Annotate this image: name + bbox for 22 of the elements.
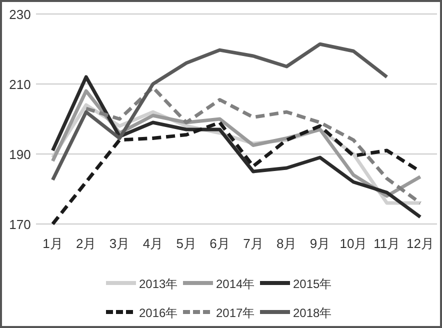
x-tick-label: 10月 <box>340 236 368 251</box>
legend-label: 2014年 <box>216 277 255 291</box>
x-tick-label: 6月 <box>210 236 230 251</box>
legend-label: 2017年 <box>216 306 255 320</box>
x-tick-label: 12月 <box>406 236 434 251</box>
legend-label: 2013年 <box>139 277 178 291</box>
x-tick-label: 11月 <box>374 236 400 251</box>
legend-label: 2016年 <box>139 306 178 320</box>
x-tick-label: 4月 <box>142 236 164 251</box>
y-tick-label: 230 <box>9 7 31 22</box>
legend-label: 2018年 <box>293 306 332 320</box>
legend-label: 2015年 <box>293 277 332 291</box>
x-tick-label: 5月 <box>176 236 196 251</box>
x-tick-label: 7月 <box>243 236 264 251</box>
y-tick-label: 190 <box>9 147 31 162</box>
x-tick-label: 1月 <box>42 236 63 251</box>
x-tick-label: 9月 <box>310 236 330 251</box>
x-tick-label: 3月 <box>109 236 130 251</box>
x-tick-label: 8月 <box>276 236 297 251</box>
y-tick-label: 210 <box>9 77 31 92</box>
y-tick-label: 170 <box>9 217 31 232</box>
x-tick-label: 2月 <box>76 236 96 251</box>
